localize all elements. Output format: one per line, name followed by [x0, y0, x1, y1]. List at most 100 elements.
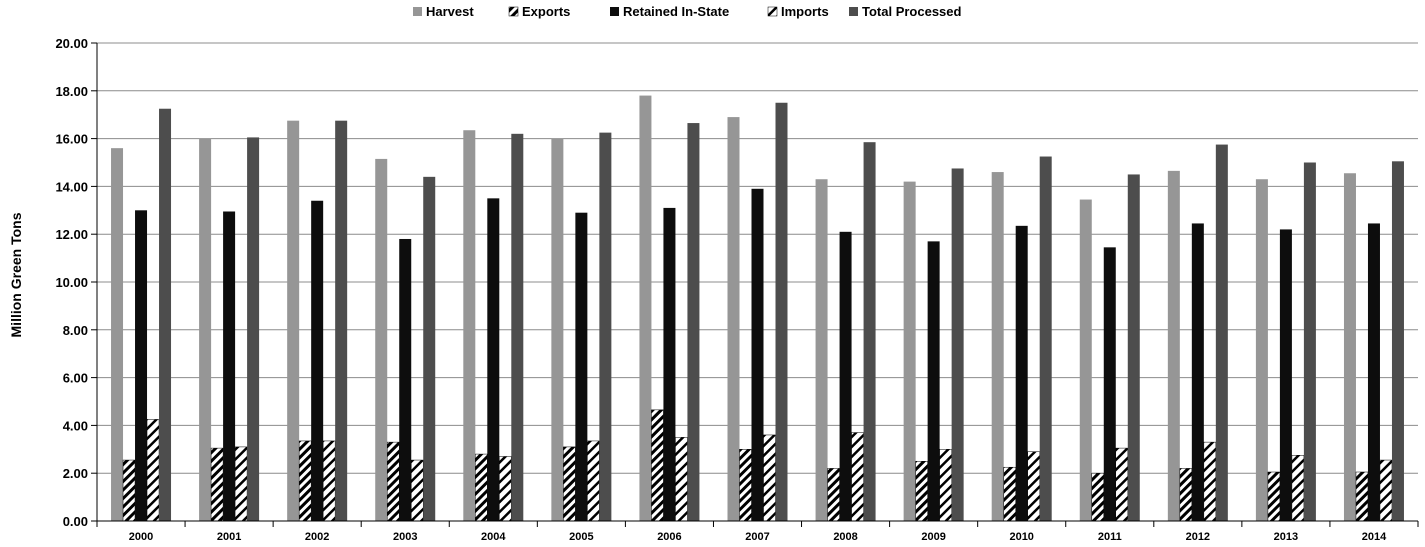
bar-group-2009: Harvest 2009: 14.2Exports 2009: 2.5Retai… — [903, 168, 964, 522]
x-tick-label: 2002 — [305, 531, 329, 543]
legend-item-total-processed: Total Processed — [849, 4, 962, 19]
bar-total-processed-2002: Total Processed 2002: 16.75 — [335, 120, 348, 522]
bar-harvest-2012: Harvest 2012: 14.65 — [1167, 170, 1180, 522]
bar-exports-2007: Exports 2007: 3 — [739, 449, 752, 522]
bar-imports-2004: Imports 2004: 2.7 — [499, 456, 512, 522]
y-tick-label: 20.00 — [55, 36, 88, 51]
legend-swatch — [610, 7, 619, 16]
bar-imports-2007: Imports 2007: 3.6 — [763, 434, 776, 522]
bar-imports-2011: Imports 2011: 3.05 — [1115, 447, 1129, 522]
legend-item-retained-in-state: Retained In-State — [610, 4, 729, 19]
y-tick-label: 8.00 — [63, 323, 88, 338]
bar-harvest-2008: Harvest 2008: 14.3 — [815, 179, 828, 522]
bar-exports-2002: Exports 2002: 3.35 — [298, 440, 312, 522]
y-tick-label: 14.00 — [55, 179, 88, 194]
bar-retained-in-state-2010: Retained In-State 2010: 12.35 — [1015, 225, 1028, 521]
bar-group-2001: Harvest 2001: 16Exports 2001: 3.05Retain… — [199, 137, 260, 522]
bar-exports-2014: Exports 2014: 2.05 — [1355, 471, 1369, 522]
x-tick-label: 2012 — [1186, 531, 1210, 543]
bar-total-processed-2010: Total Processed 2010: 15.25 — [1039, 156, 1052, 521]
bar-harvest-2000: Harvest 2000: 15.6 — [111, 148, 124, 521]
bar-exports-2004: Exports 2004: 2.8 — [475, 453, 488, 522]
bar-exports-2000: Exports 2000: 2.55 — [122, 459, 136, 522]
x-tick-label: 2011 — [1098, 531, 1122, 543]
x-tick-label: 2009 — [921, 531, 945, 543]
bar-exports-2012: Exports 2012: 2.2 — [1179, 468, 1193, 522]
y-tick-label: 2.00 — [63, 466, 88, 481]
bar-total-processed-2003: Total Processed 2003: 14.4 — [423, 176, 436, 521]
bar-harvest-2001: Harvest 2001: 16 — [199, 138, 212, 521]
bars: Harvest 2000: 15.6Exports 2000: 2.55Reta… — [111, 95, 1404, 522]
bar-retained-in-state-2001: Retained In-State 2001: 12.95 — [223, 211, 236, 521]
bar-retained-in-state-2013: Retained In-State 2013: 12.2 — [1279, 229, 1292, 522]
bar-group-2006: Harvest 2006: 17.8Exports 2006: 4.65Reta… — [639, 95, 700, 522]
bar-group-2008: Harvest 2008: 14.3Exports 2008: 2.2Retai… — [815, 142, 876, 522]
y-tick-label: 6.00 — [63, 371, 88, 386]
bar-exports-2011: Exports 2011: 2 — [1091, 472, 1105, 522]
bar-imports-2006: Imports 2006: 3.5 — [675, 437, 688, 522]
y-tick-label: 12.00 — [55, 227, 88, 242]
bar-total-processed-2001: Total Processed 2001: 16.05 — [247, 137, 260, 521]
legend-item-imports: Imports — [767, 4, 829, 19]
y-tick-label: 10.00 — [55, 275, 88, 290]
bar-harvest-2011: Harvest 2011: 13.45 — [1079, 199, 1092, 522]
x-tick-label: 2001 — [217, 531, 241, 543]
bar-total-processed-2005: Total Processed 2005: 16.25 — [599, 132, 612, 521]
bar-retained-in-state-2004: Retained In-State 2004: 13.5 — [487, 198, 500, 521]
bar-retained-in-state-2008: Retained In-State 2008: 12.1 — [839, 231, 852, 521]
bar-harvest-2002: Harvest 2002: 16.75 — [287, 120, 300, 522]
bar-harvest-2010: Harvest 2010: 14.6 — [991, 172, 1004, 521]
bar-harvest-2013: Harvest 2013: 14.3 — [1255, 179, 1268, 522]
x-tick-label: 2008 — [833, 531, 857, 543]
bar-retained-in-state-2003: Retained In-State 2003: 11.8 — [399, 238, 412, 522]
x-tick-label: 2000 — [129, 531, 153, 543]
bar-group-2004: Harvest 2004: 16.35Exports 2004: 2.8Reta… — [463, 130, 524, 522]
x-tick-label: 2013 — [1274, 531, 1298, 543]
bar-group-2012: Harvest 2012: 14.65Exports 2012: 2.2Reta… — [1167, 144, 1228, 522]
x-tick-label: 2007 — [745, 531, 769, 543]
bar-total-processed-2009: Total Processed 2009: 14.75 — [951, 168, 964, 521]
bar-imports-2000: Imports 2000: 4.25 — [146, 419, 160, 522]
bar-harvest-2003: Harvest 2003: 15.15 — [375, 158, 388, 522]
bar-exports-2013: Exports 2013: 2.05 — [1267, 471, 1281, 522]
bar-harvest-2014: Harvest 2014: 14.55 — [1343, 173, 1356, 521]
bar-total-processed-2014: Total Processed 2014: 15.05 — [1391, 161, 1404, 521]
bar-imports-2012: Imports 2012: 3.3 — [1203, 441, 1217, 522]
bar-exports-2006: Exports 2006: 4.65 — [651, 409, 664, 522]
bar-harvest-2005: Harvest 2005: 16 — [551, 138, 564, 521]
bar-retained-in-state-2000: Retained In-State 2000: 13 — [135, 210, 148, 522]
bar-imports-2003: Imports 2003: 2.55 — [410, 459, 424, 522]
bar-total-processed-2004: Total Processed 2004: 16.2 — [511, 133, 524, 521]
bar-retained-in-state-2002: Retained In-State 2002: 13.4 — [311, 200, 324, 522]
bar-retained-in-state-2011: Retained In-State 2011: 11.45 — [1103, 247, 1116, 521]
bar-exports-2003: Exports 2003: 3.3 — [386, 441, 400, 522]
bar-harvest-2009: Harvest 2009: 14.2 — [903, 181, 916, 521]
legend-label: Imports — [781, 4, 829, 19]
bar-group-2014: Harvest 2014: 14.55Exports 2014: 2.05Ret… — [1343, 161, 1404, 522]
bar-imports-2009: Imports 2009: 3 — [939, 449, 952, 522]
bar-imports-2013: Imports 2013: 2.75 — [1291, 455, 1305, 522]
x-tick-label: 2003 — [393, 531, 417, 543]
bar-group-2000: Harvest 2000: 15.6Exports 2000: 2.55Reta… — [111, 108, 172, 522]
bar-group-2005: Harvest 2005: 16Exports 2005: 3.1Retaine… — [551, 132, 612, 522]
bar-imports-2010: Imports 2010: 2.9 — [1027, 451, 1040, 522]
bar-total-processed-2000: Total Processed 2000: 17.25 — [159, 108, 172, 521]
legend-label: Harvest — [426, 4, 474, 19]
legend-item-exports: Exports — [508, 4, 570, 19]
x-axis: 2000 2001 2002 2003 2004 2005 2006 2007 2008 2009… — [96, 520, 1419, 543]
bar-harvest-2004: Harvest 2004: 16.35 — [463, 130, 476, 522]
legend-swatch — [413, 7, 422, 16]
bar-retained-in-state-2005: Retained In-State 2005: 12.9 — [575, 212, 588, 521]
bar-retained-in-state-2012: Retained In-State 2012: 12.45 — [1191, 223, 1204, 521]
bar-group-2002: Harvest 2002: 16.75Exports 2002: 3.35Ret… — [287, 120, 348, 522]
bar-exports-2001: Exports 2001: 3.05 — [210, 447, 224, 522]
bar-retained-in-state-2006: Retained In-State 2006: 13.1 — [663, 207, 676, 521]
bar-total-processed-2011: Total Processed 2011: 14.5 — [1127, 174, 1140, 521]
bar-total-processed-2012: Total Processed 2012: 15.75 — [1215, 144, 1228, 521]
x-tick-label: 2006 — [657, 531, 681, 543]
bar-exports-2008: Exports 2008: 2.2 — [827, 468, 840, 522]
bar-retained-in-state-2009: Retained In-State 2009: 11.7 — [927, 241, 940, 521]
bar-group-2010: Harvest 2010: 14.6Exports 2010: 2.25Reta… — [991, 156, 1052, 522]
bar-imports-2014: Imports 2014: 2.55 — [1379, 459, 1393, 522]
